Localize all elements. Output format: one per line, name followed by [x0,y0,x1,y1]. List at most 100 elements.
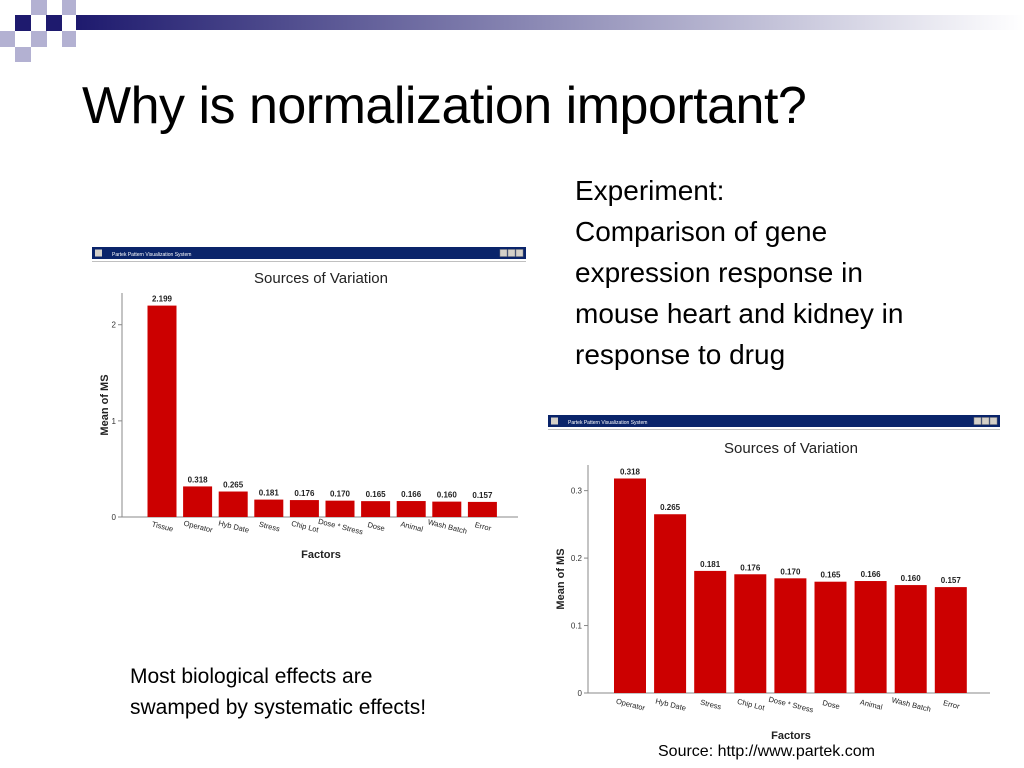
experiment-description: Experiment: Comparison of gene expressio… [575,170,1015,375]
deco-square-light [0,31,15,47]
y-tick-label: 0.1 [571,622,583,631]
window-minimize-icon [499,249,508,257]
bar-value-label: 0.318 [620,467,641,476]
bar [894,585,927,693]
x-tick-label: Stress [258,520,281,534]
decorative-header [0,0,1024,62]
bar [814,581,847,693]
bar-value-label: 0.170 [780,567,801,576]
header-gradient-bar [76,15,1024,30]
x-tick-label: Error [942,698,961,711]
bar-value-label: 0.265 [660,503,681,512]
bar [361,501,391,517]
bar [854,581,887,693]
bar [254,499,284,517]
bar-value-label: 0.176 [740,563,761,572]
bar [183,486,213,517]
x-tick-label: Tissue [151,520,174,534]
chart-1: Partek Pattern Visualization System Sourc… [92,247,526,561]
experiment-line: response to drug [575,339,786,370]
bar [218,491,248,517]
x-tick-label: Animal [859,697,884,711]
chart-screenshot-2: Partek Pattern Visualization System Sourc… [548,415,1000,745]
x-tick-label: Stress [699,698,722,712]
bar-value-label: 0.265 [223,481,244,490]
chart-screenshot-1: Partek Pattern Visualization System Sourc… [92,247,526,567]
x-tick-label: Dose [822,698,841,711]
y-axis-label: Mean of MS [555,548,567,609]
x-tick-label: Animal [400,519,425,533]
bar [432,501,462,517]
bar-value-label: 0.165 [366,490,387,499]
x-tick-label: Hyb Date [654,696,687,712]
bar-value-label: 0.181 [700,560,721,569]
bar [934,587,967,693]
note-line: swamped by systematic effects! [130,696,427,719]
bar-value-label: 0.157 [941,576,962,585]
window-close-icon [989,417,998,425]
y-tick-label: 1 [112,417,117,426]
window-caption: Partek Pattern Visualization System [568,420,647,426]
bar [774,578,807,693]
chart-2: Partek Pattern Visualization System Sourc… [548,415,1000,742]
chart-title: Sources of Variation [724,440,858,457]
bar [694,570,727,693]
window-maximize-icon [981,417,990,425]
x-tick-label: Error [474,520,493,533]
x-tick-label: Wash Batch [427,517,468,535]
x-tick-label: Operator [615,697,646,713]
y-tick-label: 2 [112,321,117,330]
experiment-line: Experiment: [575,175,725,206]
x-tick-label: Chip Lot [736,697,766,713]
bar-value-label: 0.166 [401,490,422,499]
chart-title: Sources of Variation [254,270,388,287]
source-citation: Source: http://www.partek.com [658,743,875,760]
y-axis-label: Mean of MS [99,374,111,435]
window-titlebar [548,415,1000,427]
bar-value-label: 0.157 [472,491,493,500]
window-app-icon [551,417,558,425]
bar-value-label: 0.160 [437,491,458,500]
bar-value-label: 0.166 [861,570,882,579]
deco-square-light [15,47,31,62]
bar [614,478,646,693]
deco-square-light [62,31,76,47]
x-tick-label: Hyb Date [218,518,251,534]
window-caption: Partek Pattern Visualization System [112,252,191,258]
bar-value-label: 0.165 [820,571,841,580]
x-axis-label: Factors [301,549,341,561]
window-maximize-icon [507,249,516,257]
x-axis-label: Factors [771,730,811,742]
bar-value-label: 0.181 [259,489,280,498]
x-tick-label: Chip Lot [290,519,320,535]
note-line: Most biological effects are [130,665,373,688]
y-tick-label: 0 [112,513,117,522]
x-tick-label: Dose * Stress [768,695,815,715]
bar-value-label: 2.199 [152,295,173,304]
bar-value-label: 0.176 [294,489,315,498]
window-minimize-icon [973,417,982,425]
experiment-line: mouse heart and kidney in [575,298,904,329]
x-tick-label: Operator [183,519,214,535]
note-text: Most biological effects are swamped by s… [130,661,426,723]
bar [734,574,767,693]
bar [467,501,497,517]
deco-square-dark [46,15,62,31]
y-tick-label: 0.2 [571,554,583,563]
bar [289,500,319,517]
bar-value-label: 0.318 [188,475,209,484]
bar [396,501,426,517]
window-close-icon [515,249,524,257]
window-titlebar [92,247,526,259]
x-tick-label: Wash Batch [891,695,932,713]
deco-square-light [31,0,47,15]
slide-title: Why is normalization important? [82,77,807,135]
bar [147,305,177,517]
bar [325,500,355,517]
bar-value-label: 0.160 [901,574,922,583]
x-tick-label: Dose * Stress [317,517,364,537]
experiment-line: Comparison of gene [575,216,828,247]
experiment-line: expression response in [575,257,863,288]
y-tick-label: 0.3 [571,487,583,496]
deco-square-dark [15,15,31,31]
